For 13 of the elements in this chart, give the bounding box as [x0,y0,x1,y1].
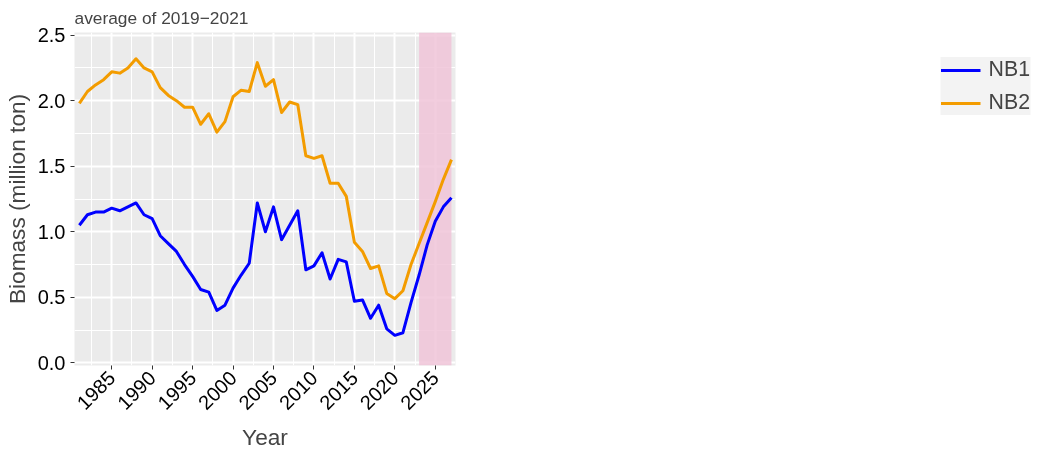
legend-label: NB2 [988,90,1030,115]
y-tick-label: 0.0 [37,351,66,374]
legend-label: NB1 [988,57,1030,82]
y-tick-label: 2.5 [37,24,66,47]
y-tick-label: 1.0 [37,220,66,243]
x-axis-title: Year [242,423,289,450]
chart-title: average of 2019−2021 [74,7,249,28]
y-tick-label: 0.5 [37,286,66,309]
y-axis-title: Biomass (million ton) [3,93,30,305]
y-tick-label: 2.0 [37,89,66,112]
line-series [77,57,453,301]
y-tick-label: 1.5 [37,155,66,178]
line-series [77,196,453,337]
